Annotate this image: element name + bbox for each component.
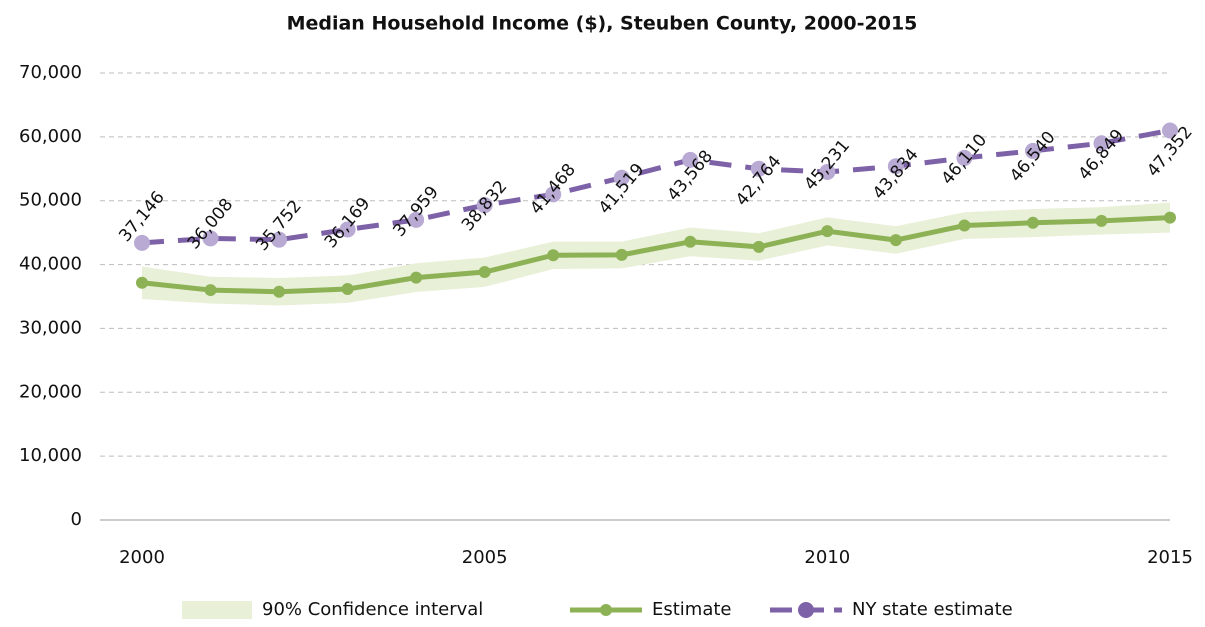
point	[341, 283, 354, 296]
data-label: 43,834	[869, 145, 923, 203]
series-line	[141, 215, 1171, 295]
y-tick-label: 70,000	[19, 62, 82, 83]
point	[684, 235, 697, 248]
point	[958, 219, 971, 232]
point	[1026, 216, 1039, 229]
y-tick-label: 60,000	[19, 126, 82, 147]
legend-label: 90% Confidence interval	[262, 599, 483, 620]
y-tick-label: 40,000	[19, 254, 82, 275]
series-line	[141, 128, 1171, 246]
point	[410, 271, 423, 284]
point	[339, 221, 356, 238]
y-tick-label: 0	[71, 509, 82, 530]
y-tick-label: 20,000	[19, 381, 82, 402]
point	[889, 234, 902, 247]
point	[1164, 211, 1176, 224]
point	[821, 225, 834, 238]
point	[1162, 122, 1178, 139]
point	[547, 249, 560, 262]
point	[273, 285, 286, 298]
legend-label: Estimate	[652, 599, 732, 620]
point	[478, 266, 491, 279]
chart-title: Median Household Income ($), Steuben Cou…	[287, 13, 918, 35]
legend-swatch	[182, 601, 252, 619]
data-label: 46,540	[1006, 128, 1060, 186]
y-tick-label: 30,000	[19, 317, 82, 338]
legend-marker	[600, 604, 612, 616]
data-label: 37,959	[389, 182, 443, 240]
point	[1024, 142, 1041, 159]
legend-label: NY state estimate	[852, 599, 1013, 620]
point	[271, 231, 288, 248]
point	[136, 276, 148, 289]
x-tick-label: 2000	[119, 547, 165, 568]
point	[752, 240, 765, 253]
data-label: 42,764	[732, 152, 786, 210]
point	[1093, 135, 1110, 152]
data-label: 38,832	[458, 177, 512, 235]
point	[956, 149, 973, 166]
point	[887, 158, 904, 175]
point	[476, 197, 493, 214]
point	[408, 211, 425, 228]
y-tick-label: 50,000	[19, 190, 82, 211]
legend-marker	[798, 602, 814, 618]
point	[134, 234, 150, 251]
data-label: 46,849	[1075, 126, 1129, 184]
x-tick-label: 2005	[462, 547, 508, 568]
point	[1095, 214, 1108, 227]
data-label: 45,231	[801, 136, 855, 194]
point	[682, 151, 699, 168]
point	[202, 230, 219, 247]
point	[613, 169, 630, 186]
point	[204, 284, 217, 297]
point	[545, 186, 562, 203]
y-tick-label: 10,000	[19, 445, 82, 466]
point	[750, 160, 767, 177]
point	[819, 163, 836, 180]
data-label: 36,169	[321, 194, 375, 252]
point	[615, 248, 628, 261]
x-tick-label: 2015	[1147, 547, 1193, 568]
data-label: 41,519	[595, 160, 649, 218]
x-tick-label: 2010	[804, 547, 850, 568]
